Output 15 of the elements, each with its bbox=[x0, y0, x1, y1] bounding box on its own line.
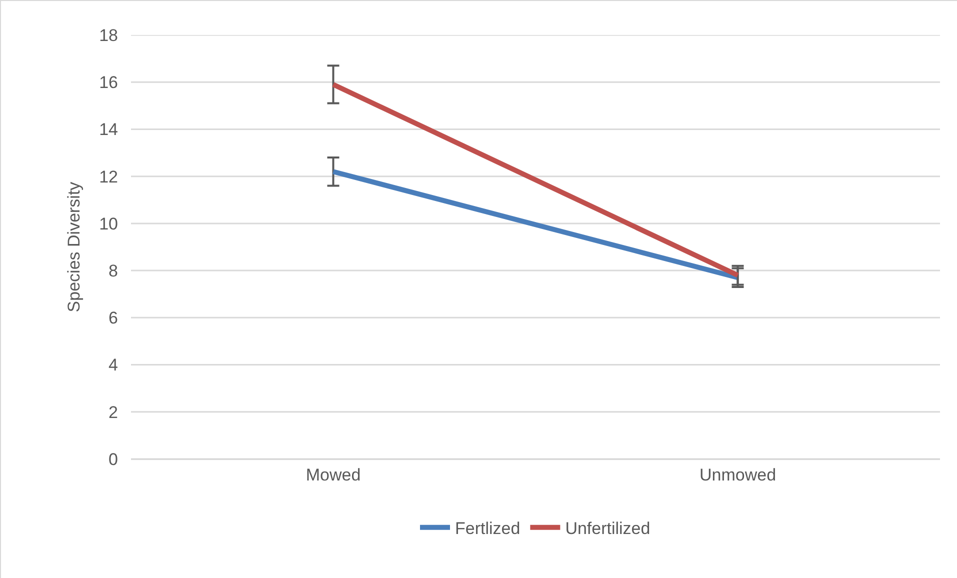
y-tick-label: 6 bbox=[108, 308, 118, 328]
y-tick-label: 10 bbox=[99, 214, 118, 234]
y-tick-label: 8 bbox=[108, 262, 118, 281]
y-tick-label: 4 bbox=[108, 356, 118, 375]
y-tick-label: 18 bbox=[99, 26, 118, 45]
y-tick-label: 0 bbox=[108, 450, 118, 469]
y-tick-label: 2 bbox=[108, 402, 118, 422]
x-tick-label: Mowed bbox=[306, 465, 361, 484]
y-axis-title: Species Diversity bbox=[64, 181, 84, 312]
x-tick-label: Unmowed bbox=[699, 465, 776, 484]
legend-label: Fertlized bbox=[455, 519, 520, 538]
y-tick-label: 14 bbox=[99, 120, 118, 140]
y-tick-label: 12 bbox=[99, 167, 118, 186]
legend-label: Unfertilized bbox=[565, 519, 650, 538]
y-tick-label: 16 bbox=[99, 73, 118, 92]
